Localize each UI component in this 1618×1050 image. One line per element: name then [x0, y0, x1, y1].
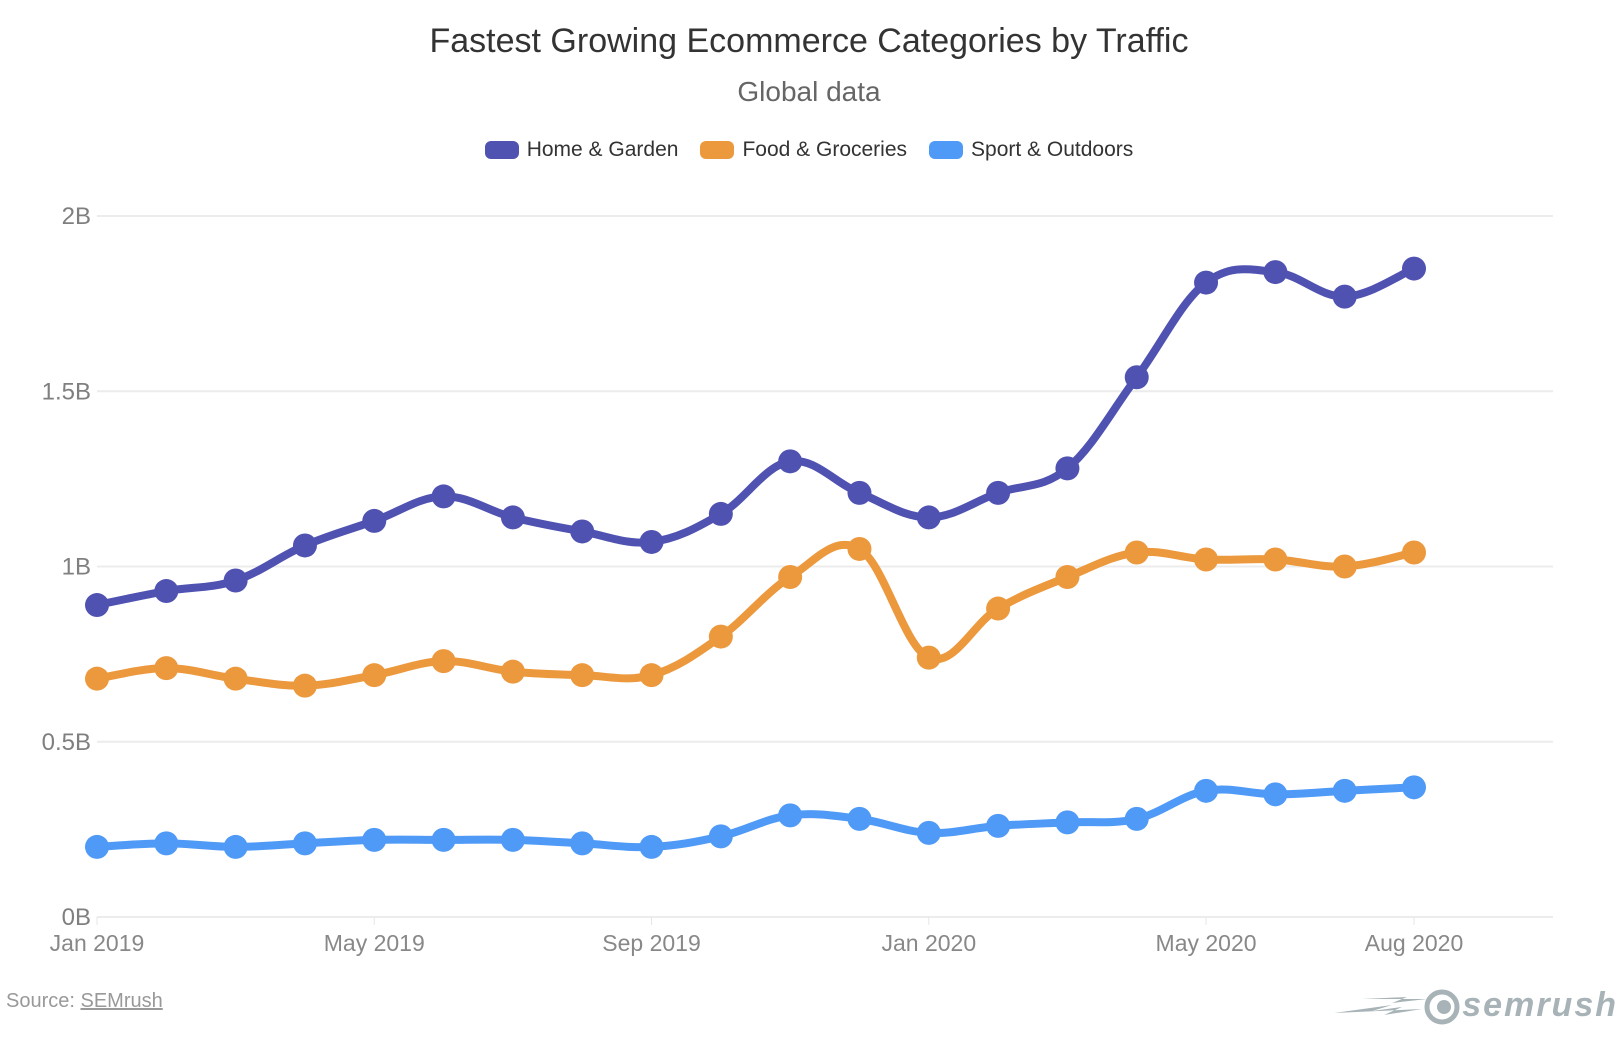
data-point — [986, 596, 1011, 621]
data-point — [708, 624, 733, 649]
legend-item-sport-outdoors[interactable]: Sport & Outdoors — [929, 138, 1133, 162]
legend-label: Food & Groceries — [742, 138, 908, 161]
data-point — [85, 834, 109, 859]
legend-item-food-groceries[interactable]: Food & Groceries — [700, 138, 907, 162]
x-axis-ticks: Jan 2019 May 2019 Sep 2019 Jan 2020 May 2020… — [50, 917, 1463, 956]
data-point — [223, 834, 248, 859]
data-point — [1332, 284, 1357, 309]
data-point — [1332, 554, 1357, 579]
legend-swatch — [484, 141, 519, 159]
y-tick-label: 1B — [62, 554, 91, 581]
source-link[interactable]: SEMrush — [80, 990, 163, 1012]
data-point — [1124, 365, 1149, 390]
data-point — [1194, 778, 1219, 803]
data-point — [916, 820, 941, 845]
data-point — [431, 484, 456, 509]
legend-swatch — [700, 141, 735, 159]
data-point — [154, 831, 179, 856]
data-point — [154, 579, 179, 604]
data-point — [708, 501, 733, 526]
data-point — [639, 834, 664, 859]
data-point — [85, 666, 109, 691]
data-point — [570, 831, 595, 856]
data-point — [778, 565, 803, 590]
chart-title: Fastest Growing Ecommerce Categories by … — [429, 22, 1189, 60]
data-point — [847, 480, 872, 505]
logo-text: semrush — [1462, 985, 1618, 1024]
data-point — [1055, 810, 1080, 835]
data-point — [500, 827, 525, 852]
data-point — [986, 813, 1011, 838]
data-point — [708, 824, 733, 849]
data-point — [362, 827, 387, 852]
x-tick-label: May 2019 — [324, 930, 425, 956]
data-point — [500, 505, 525, 530]
x-tick-label: Sep 2019 — [602, 930, 700, 956]
x-tick-label: May 2020 — [1156, 930, 1257, 956]
y-tick-label: 2B — [62, 203, 91, 230]
data-point — [916, 645, 941, 670]
data-point — [292, 673, 317, 698]
y-tick-label: 0.5B — [42, 729, 91, 756]
series-line-0 — [93, 264, 1418, 610]
legend-label: Home & Garden — [526, 138, 679, 161]
series-line-1 — [93, 540, 1418, 690]
data-point — [431, 827, 456, 852]
data-point — [570, 663, 595, 688]
data-point — [570, 519, 595, 544]
data-point — [1194, 547, 1219, 572]
legend-item-home-garden[interactable]: Home & Garden — [484, 138, 679, 162]
data-point — [1124, 540, 1149, 565]
data-point — [847, 806, 872, 831]
x-tick-label: Aug 2020 — [1365, 930, 1463, 956]
data-point — [362, 508, 387, 533]
source-prefix: Source: — [6, 990, 81, 1012]
data-point — [986, 480, 1011, 505]
data-point — [431, 649, 456, 674]
data-point — [847, 536, 872, 561]
data-point — [1263, 260, 1288, 285]
legend: Home & Garden Food & Groceries Sport & O… — [0, 138, 1618, 162]
data-point — [1124, 806, 1149, 831]
data-point — [85, 593, 109, 618]
chart-subtitle: Global data — [737, 76, 881, 107]
data-point — [778, 803, 803, 828]
y-tick-label: 1.5B — [42, 378, 91, 405]
x-tick-label: Jan 2019 — [50, 930, 145, 956]
data-point — [292, 831, 317, 856]
data-point — [500, 659, 525, 684]
data-point — [1263, 782, 1288, 807]
data-point — [1402, 775, 1426, 800]
x-tick-label: Jan 2020 — [881, 930, 976, 956]
data-point — [1055, 456, 1080, 481]
legend-label: Sport & Outdoors — [971, 138, 1134, 161]
data-point — [154, 656, 179, 681]
data-point — [639, 663, 664, 688]
legend-swatch — [929, 141, 964, 159]
y-tick-label: 0B — [62, 904, 91, 931]
source-note: Source: SEMrush — [6, 990, 163, 1013]
data-point — [223, 568, 248, 593]
data-point — [1055, 565, 1080, 590]
data-point — [639, 529, 664, 554]
data-point — [778, 449, 803, 474]
y-axis-ticks: 0B 0.5B 1B 1.5B 2B — [42, 203, 91, 931]
data-point — [1402, 540, 1426, 565]
data-point — [292, 533, 317, 558]
data-point — [1402, 256, 1426, 281]
semrush-flame-icon — [1334, 989, 1460, 1025]
data-point — [362, 663, 387, 688]
data-point — [1194, 270, 1219, 295]
series-points — [85, 256, 1426, 859]
data-point — [1263, 547, 1288, 572]
data-point — [223, 666, 248, 691]
data-point — [916, 505, 941, 530]
semrush-logo: semrush — [1332, 985, 1618, 1025]
data-point — [1332, 778, 1357, 803]
